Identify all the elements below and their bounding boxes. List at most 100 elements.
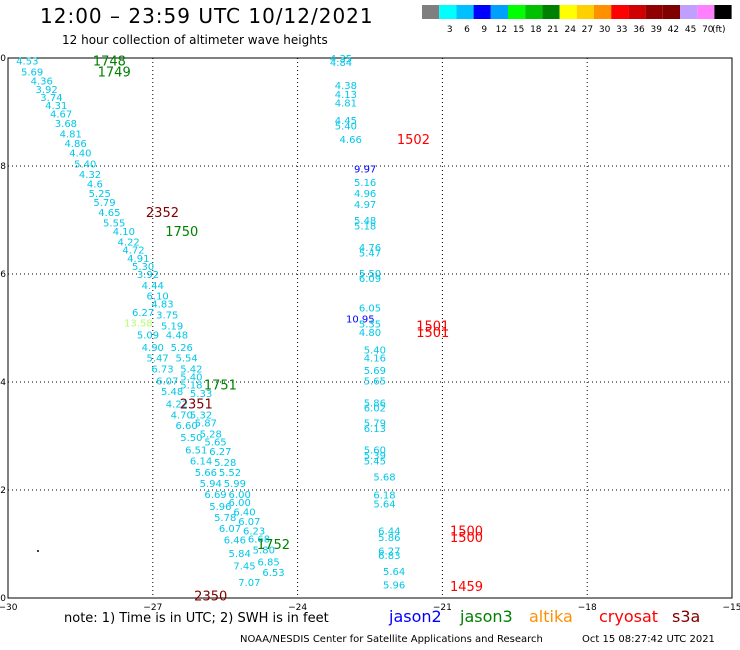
wave-height-label: 6.27 bbox=[209, 447, 231, 458]
y-tick-label: 2 bbox=[0, 486, 6, 496]
wave-height-label: 5.79 bbox=[93, 198, 115, 209]
wave-height-label: 6.46 bbox=[224, 536, 246, 547]
wave-height-label: 5.69 bbox=[21, 68, 43, 79]
wave-height-label: 10.95 bbox=[346, 314, 375, 325]
wave-height-label: 4.10 bbox=[113, 227, 135, 238]
wave-height-label: 5.54 bbox=[175, 354, 197, 365]
wave-height-label: 6.73 bbox=[151, 365, 173, 376]
wave-height-label: 4.81 bbox=[60, 130, 82, 141]
wave-height-label: 5.80 bbox=[253, 545, 275, 556]
wave-height-label: 6.07 bbox=[238, 517, 260, 528]
wave-height-label: 6.07 bbox=[219, 524, 241, 535]
wave-height-label: 7.07 bbox=[238, 578, 260, 589]
wave-height-label: 6.60 bbox=[175, 421, 197, 432]
wave-height-label: 4.86 bbox=[64, 139, 86, 150]
wave-height-label: 4.96 bbox=[354, 189, 376, 200]
wave-height-label: 4.81 bbox=[335, 98, 357, 109]
page-subtitle: 12 hour collection of altimeter wave hei… bbox=[62, 33, 328, 47]
wave-height-label: 4.36 bbox=[31, 77, 53, 88]
wave-height-label: 6.02 bbox=[364, 403, 386, 414]
wave-height-label: 6.27 bbox=[378, 546, 400, 557]
wave-height-label: 4.22 bbox=[118, 238, 140, 249]
pass-time-label: 1751 bbox=[204, 379, 237, 394]
wave-height-label: 5.55 bbox=[103, 219, 125, 230]
page-title: 12:00 – 23:59 UTC 10/12/2021 bbox=[40, 4, 374, 28]
wave-height-label: 6.18 bbox=[373, 490, 395, 501]
wave-height-label: 5.52 bbox=[219, 468, 241, 479]
wave-height-label: 5.47 bbox=[359, 248, 381, 259]
legend-unit: (ft) bbox=[712, 25, 726, 35]
wave-height-label: 5.50 bbox=[359, 269, 381, 280]
wave-height-label: 3.92 bbox=[35, 85, 57, 96]
y-tick-label: 6 bbox=[0, 270, 6, 280]
legend-swatch bbox=[645, 5, 663, 19]
wave-height-label: 5.18 bbox=[180, 381, 202, 392]
legend-label: 15 bbox=[513, 25, 524, 35]
wave-height-label: 5.79 bbox=[364, 419, 386, 430]
wave-height-label: 5.09 bbox=[137, 330, 159, 341]
legend-swatch bbox=[697, 5, 715, 19]
wave-height-label: 5.40 bbox=[74, 159, 96, 170]
wave-height-label: 5.64 bbox=[383, 567, 405, 578]
y-tick-label: 10 bbox=[0, 54, 6, 64]
wave-height-label: 5.50 bbox=[180, 433, 202, 444]
pass-time-label: 2351 bbox=[180, 398, 213, 413]
wave-height-label: 4.6 bbox=[87, 179, 103, 190]
wave-height-label: 4.97 bbox=[354, 200, 376, 211]
legend-label: 42 bbox=[668, 25, 679, 35]
pass-time-label: 1459 bbox=[450, 580, 483, 595]
y-tick-label: 8 bbox=[0, 162, 6, 172]
map-dot bbox=[37, 550, 39, 552]
legend-label: 70 bbox=[702, 25, 714, 35]
wave-height-label: 6.85 bbox=[258, 557, 280, 568]
map-frame bbox=[7, 57, 733, 599]
legend-label: 9 bbox=[481, 25, 487, 35]
wave-height-label: 5.48 bbox=[354, 216, 376, 227]
legend-label: 33 bbox=[616, 25, 627, 35]
legend-label: 3 bbox=[447, 25, 453, 35]
pass-time-label: 1750 bbox=[165, 225, 198, 240]
wave-height-label: 5.96 bbox=[209, 502, 231, 513]
altimeter-map: −30−27−24−21−18−1502468104.535.694.363.9… bbox=[0, 54, 740, 613]
wave-height-label: 4.83 bbox=[151, 300, 173, 311]
wave-height-label: 4.40 bbox=[69, 149, 91, 160]
legend-swatch bbox=[439, 5, 457, 19]
legend-label: 12 bbox=[496, 25, 507, 35]
wave-height-label: 6.07 bbox=[156, 376, 178, 387]
satellite-altika: altika bbox=[529, 607, 573, 626]
wave-height-label: 5.40 bbox=[364, 346, 386, 357]
note-text: note: 1) Time is in UTC; 2) SWH is in fe… bbox=[64, 611, 329, 626]
wave-height-label: 4.70 bbox=[171, 410, 193, 421]
wave-height-label: 5.18 bbox=[354, 221, 376, 232]
pass-time-label: 1500 bbox=[450, 525, 483, 540]
wave-height-label: 4.72 bbox=[122, 246, 144, 257]
wave-height-label: 4.66 bbox=[340, 135, 362, 146]
wave-height-label: 4.35 bbox=[330, 54, 352, 65]
wave-height-label: 6.69 bbox=[204, 490, 226, 501]
color-legend: 3 6 9 12 15 18 21 24 27 30 33 36 39 42 45 70(ft) bbox=[422, 5, 732, 35]
wave-height-label: 5.86 bbox=[364, 399, 386, 410]
wave-height-label: 6.44 bbox=[378, 527, 400, 538]
x-tick-label: −18 bbox=[578, 603, 597, 613]
pass-time-label: 2350 bbox=[194, 589, 227, 604]
pass-time-label: 1752 bbox=[257, 538, 290, 553]
legend-swatch bbox=[680, 5, 698, 19]
x-tick-label: −24 bbox=[288, 603, 307, 613]
wave-height-label: 5.64 bbox=[373, 500, 395, 511]
wave-height-label: 4.32 bbox=[79, 170, 101, 181]
satellite-s3a: s3a bbox=[672, 607, 701, 626]
wave-height-label: 5.60 bbox=[364, 446, 386, 457]
wave-height-label: 5.33 bbox=[190, 389, 212, 400]
legend-swatch bbox=[422, 5, 440, 19]
legend-swatch bbox=[611, 5, 629, 19]
wave-height-label: 3.92 bbox=[137, 270, 159, 281]
wave-height-label: 5.48 bbox=[161, 387, 183, 398]
wave-height-label: 4.22 bbox=[166, 400, 188, 411]
wave-height-label: 5.84 bbox=[229, 549, 251, 560]
pass-time-label: 1500 bbox=[450, 531, 483, 546]
wave-height-label: 6.51 bbox=[185, 446, 207, 457]
wave-height-label: 7.45 bbox=[233, 562, 255, 573]
wave-height-label: 3.75 bbox=[156, 311, 178, 322]
wave-height-label: 4.90 bbox=[142, 343, 164, 354]
legend-label: 27 bbox=[582, 25, 593, 35]
